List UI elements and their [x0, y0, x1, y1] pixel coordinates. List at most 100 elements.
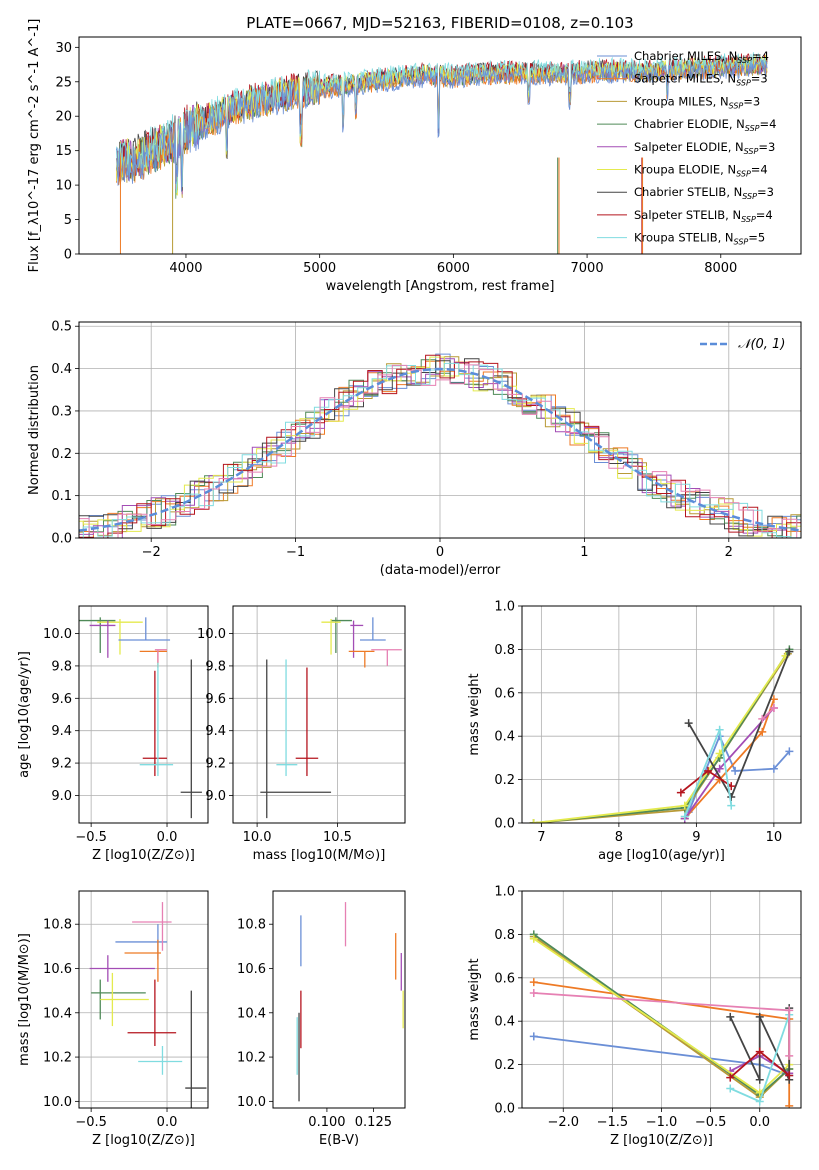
x-tick-label: −0.5	[75, 830, 107, 845]
y-tick-label: 0.5	[51, 320, 72, 335]
plus-marker	[529, 819, 538, 823]
plus-marker	[755, 1047, 764, 1056]
legend-item: Salpeter MILES, NSSP=3	[597, 72, 768, 88]
y-tick-label: 5	[64, 213, 72, 228]
y-tick-label: 9.2	[51, 757, 72, 772]
y-tick-label: 10.4	[237, 1006, 266, 1021]
legend-item: Salpeter ELODIE, NSSP=3	[597, 140, 775, 156]
legend-label: Kroupa ELODIE, NSSP=4	[634, 163, 768, 179]
x-axis-label: Z [log10(Z/Z⊙)]	[92, 848, 195, 863]
plus-marker	[758, 714, 767, 723]
error-bar-marker	[79, 617, 116, 653]
x-tick-label: 0.0	[749, 1115, 770, 1130]
error-bar-marker	[185, 990, 207, 1108]
y-tick-label: 0.2	[494, 1058, 515, 1073]
y-tick-label: 0.4	[494, 730, 515, 745]
error-bar-marker	[359, 617, 386, 641]
y-tick-label: 0.2	[51, 447, 72, 462]
error-bar-marker	[348, 650, 375, 668]
series-line	[761, 707, 775, 720]
legend-label: Chabrier ELODIE, NSSP=4	[634, 117, 776, 133]
error-bar-marker	[138, 1046, 183, 1075]
plot-area	[89, 902, 207, 1108]
axes-frame	[78, 890, 209, 1109]
mass-weight-series	[726, 1047, 794, 1082]
x-axis-label: mass [log10(M/M⊙)]	[253, 848, 386, 863]
plus-marker	[715, 764, 724, 773]
y-tick-label: 1.0	[494, 885, 515, 900]
histogram-step	[79, 356, 801, 538]
legend-label: Kroupa MILES, NSSP=3	[634, 94, 760, 110]
plus-marker	[726, 1084, 735, 1093]
error-bar-marker	[89, 955, 155, 982]
legend-item: Chabrier MILES, NSSP=4	[597, 49, 769, 65]
series-line	[533, 655, 787, 823]
y-tick-label: 9.4	[205, 724, 226, 739]
y-tick-label: 10.0	[43, 627, 72, 642]
error-bar-marker	[331, 617, 352, 653]
error-bar-marker	[350, 620, 364, 658]
legend: Chabrier MILES, NSSP=4 Salpeter MILES, NS…	[597, 49, 776, 247]
x-axis-label: Z [log10(Z/Z⊙)]	[610, 1133, 713, 1148]
y-tick-label: 10.2	[43, 1051, 72, 1066]
axes-frame	[78, 321, 802, 539]
y-tick-label: 0.0	[51, 532, 72, 547]
x-tick-label: −0.5	[75, 1115, 107, 1130]
series-line	[533, 653, 789, 823]
plus-marker	[785, 1051, 794, 1060]
x-tick-label: 0.125	[355, 1115, 392, 1130]
x-tick-label: 0	[436, 545, 444, 560]
y-axis-label: Normed distribution	[27, 365, 42, 495]
plot-area	[116, 52, 768, 254]
plus-marker	[529, 978, 538, 987]
error-bar-marker	[118, 617, 171, 641]
plus-marker	[769, 764, 778, 773]
plot-area	[79, 353, 801, 538]
y-axis-label: mass weight	[467, 958, 482, 1040]
x-tick-label: 2	[725, 545, 733, 560]
panel-4: 7 8 9 10 0.0 0.2 0.4 0.6 0.8 1.0 age [log10(age/yr…	[467, 600, 802, 863]
y-tick-label: 9.2	[205, 757, 226, 772]
mass-weight-series	[758, 703, 778, 723]
histogram-step	[79, 364, 801, 538]
mass-weight-series	[529, 988, 794, 1060]
legend-item: Kroupa MILES, NSSP=3	[597, 94, 760, 110]
x-tick-label: 1	[580, 545, 588, 560]
y-tick-label: 0.4	[494, 1015, 515, 1030]
x-axis-label: Z [log10(Z/Z⊙)]	[92, 1133, 195, 1148]
plus-marker	[755, 1075, 764, 1084]
plus-marker	[726, 1073, 735, 1082]
axes-frame	[521, 890, 802, 1109]
error-bar-marker	[97, 618, 143, 655]
plus-marker	[785, 747, 794, 756]
x-tick-label: 0.0	[157, 830, 178, 845]
y-tick-label: 0.8	[494, 643, 515, 658]
error-bar-marker	[321, 618, 341, 655]
panel-2: −0.5 0.0 9.0 9.2 9.4 9.6 9.8 10.0 Z [log10(Z/Z⊙)…	[17, 605, 209, 863]
plot-area	[529, 930, 794, 1108]
mass-weight-series	[529, 651, 790, 823]
y-tick-label: 9.0	[205, 789, 226, 804]
x-tick-label: 9	[692, 830, 700, 845]
legend-item: Chabrier STELIB, NSSP=3	[597, 185, 774, 201]
y-tick-label: 10.2	[237, 1051, 266, 1066]
axes-frame	[232, 605, 406, 824]
y-tick-label: 0.1	[51, 489, 72, 504]
plus-marker	[769, 703, 778, 712]
y-tick-label: 0.4	[51, 362, 72, 377]
error-bar-marker	[260, 659, 332, 819]
plus-marker	[731, 766, 740, 775]
plus-marker	[684, 719, 693, 728]
y-tick-label: 10.8	[43, 918, 72, 933]
panel-7: −2.0 −1.5 −1.0 −0.5 0.0 0.0 0.2 0.4 0.6 0.8 1.0 Z […	[467, 885, 802, 1148]
plus-marker	[785, 1071, 794, 1080]
x-tick-label: 6000	[437, 261, 470, 276]
y-tick-label: 10.0	[43, 1095, 72, 1110]
plot-area	[260, 617, 402, 819]
y-tick-label: 9.0	[51, 789, 72, 804]
y-axis-label: Flux [f_λ10^-17 erg cm^-2 s^-1 A^-1]	[27, 19, 42, 273]
normal-curve	[79, 367, 801, 532]
y-tick-label: 0.6	[494, 686, 515, 701]
axes-frame	[521, 605, 802, 824]
x-tick-label: −2.0	[547, 1115, 579, 1130]
